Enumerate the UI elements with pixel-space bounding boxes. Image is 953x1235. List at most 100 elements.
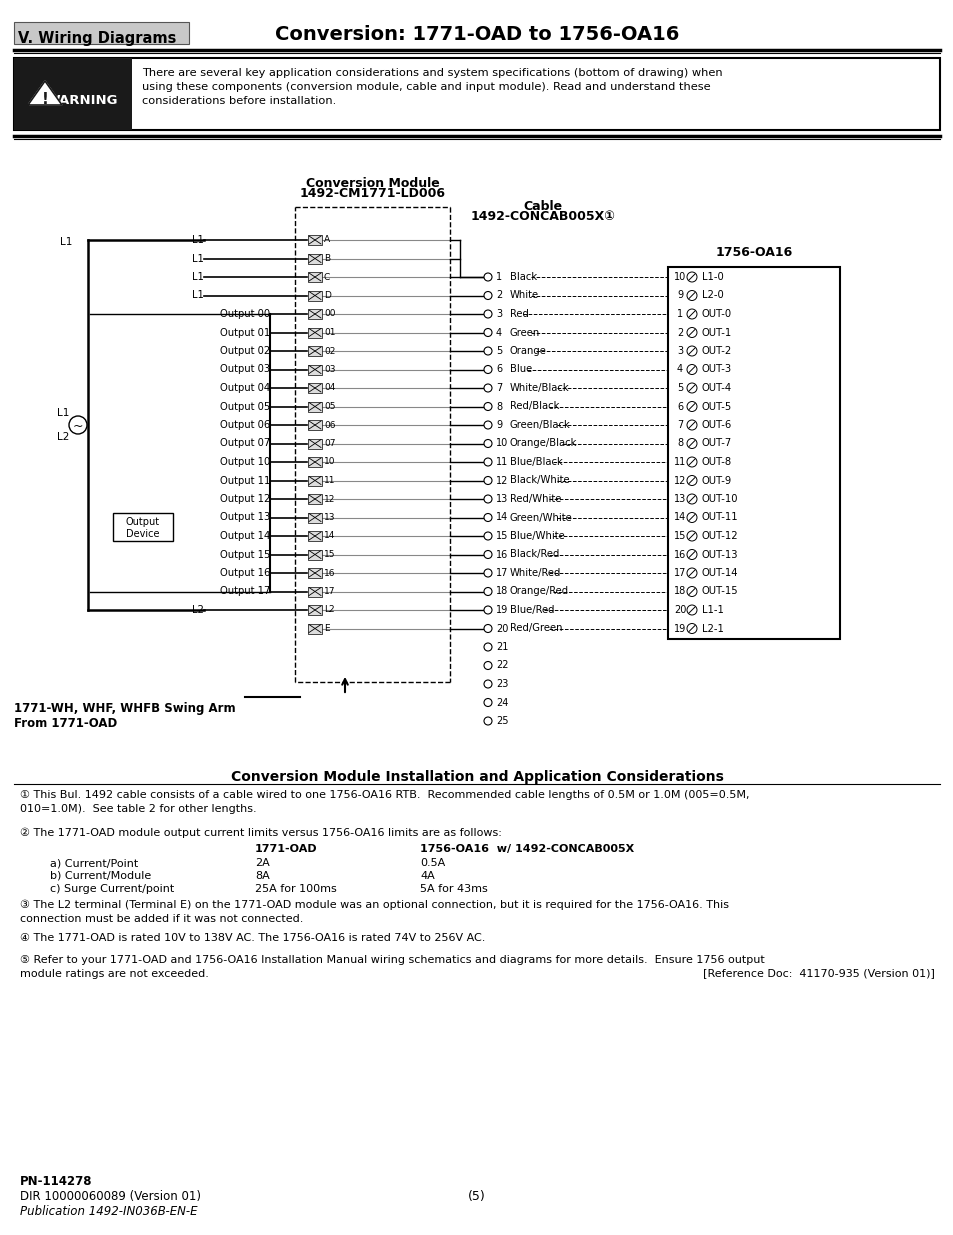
Text: V. Wiring Diagrams: V. Wiring Diagrams bbox=[18, 31, 176, 46]
Bar bbox=[308, 309, 322, 319]
Text: 10: 10 bbox=[324, 457, 335, 467]
Bar bbox=[308, 383, 322, 393]
Circle shape bbox=[686, 513, 697, 522]
Text: 1756-OA16  w/ 1492-CONCAB005X: 1756-OA16 w/ 1492-CONCAB005X bbox=[419, 844, 634, 853]
Text: Output 03: Output 03 bbox=[219, 364, 270, 374]
Circle shape bbox=[69, 416, 87, 433]
Text: 20: 20 bbox=[673, 605, 685, 615]
Circle shape bbox=[686, 531, 697, 541]
Circle shape bbox=[483, 551, 492, 558]
Text: WARNING: WARNING bbox=[46, 94, 118, 106]
Bar bbox=[308, 531, 322, 541]
Text: 9: 9 bbox=[677, 290, 682, 300]
Text: 11: 11 bbox=[496, 457, 508, 467]
Text: 15: 15 bbox=[496, 531, 508, 541]
Text: OUT-12: OUT-12 bbox=[701, 531, 738, 541]
Text: (5): (5) bbox=[468, 1191, 485, 1203]
Circle shape bbox=[686, 457, 697, 467]
Text: 11: 11 bbox=[673, 457, 685, 467]
Bar bbox=[308, 605, 322, 615]
Text: White/Black: White/Black bbox=[510, 383, 569, 393]
Text: Output 14: Output 14 bbox=[219, 531, 270, 541]
Circle shape bbox=[483, 477, 492, 484]
Bar bbox=[112, 513, 172, 541]
Text: 15: 15 bbox=[673, 531, 685, 541]
Circle shape bbox=[483, 643, 492, 651]
Bar bbox=[308, 475, 322, 485]
Bar bbox=[308, 290, 322, 300]
Text: 14: 14 bbox=[324, 531, 335, 541]
Bar bbox=[308, 550, 322, 559]
Bar bbox=[308, 494, 322, 504]
Text: Green/White: Green/White bbox=[510, 513, 572, 522]
Text: Blue/Black: Blue/Black bbox=[510, 457, 562, 467]
Text: Black: Black bbox=[510, 272, 537, 282]
Text: 13: 13 bbox=[324, 513, 335, 522]
Text: Output 01: Output 01 bbox=[219, 327, 270, 337]
Text: 06: 06 bbox=[324, 420, 335, 430]
Text: 1492-CONCAB005X①: 1492-CONCAB005X① bbox=[470, 210, 615, 224]
Text: Cable: Cable bbox=[523, 200, 562, 212]
Text: 25: 25 bbox=[496, 716, 508, 726]
Text: 14: 14 bbox=[496, 513, 508, 522]
Text: L2: L2 bbox=[324, 605, 335, 615]
Text: 6: 6 bbox=[677, 401, 682, 411]
Text: Output 11: Output 11 bbox=[219, 475, 270, 485]
Text: 17: 17 bbox=[673, 568, 685, 578]
Bar bbox=[308, 587, 322, 597]
Text: 0.5A: 0.5A bbox=[419, 858, 445, 868]
Text: 12: 12 bbox=[324, 494, 335, 504]
Circle shape bbox=[686, 605, 697, 615]
Text: OUT-14: OUT-14 bbox=[701, 568, 738, 578]
Text: OUT-0: OUT-0 bbox=[701, 309, 731, 319]
Text: 21: 21 bbox=[496, 642, 508, 652]
Text: 15: 15 bbox=[324, 550, 335, 559]
Text: Red/White: Red/White bbox=[510, 494, 560, 504]
Text: 1771-OAD: 1771-OAD bbox=[254, 844, 317, 853]
Text: 16: 16 bbox=[496, 550, 508, 559]
Bar bbox=[14, 58, 132, 130]
Text: A: A bbox=[324, 236, 330, 245]
Text: Orange: Orange bbox=[510, 346, 546, 356]
Circle shape bbox=[686, 494, 697, 504]
Circle shape bbox=[483, 699, 492, 706]
Text: 14: 14 bbox=[673, 513, 685, 522]
Circle shape bbox=[483, 680, 492, 688]
Text: Red: Red bbox=[510, 309, 528, 319]
Circle shape bbox=[483, 310, 492, 317]
Text: 01: 01 bbox=[324, 329, 335, 337]
Text: 00: 00 bbox=[324, 310, 335, 319]
Text: D: D bbox=[324, 291, 331, 300]
Text: Output: Output bbox=[126, 516, 160, 527]
Bar bbox=[14, 58, 939, 130]
Circle shape bbox=[483, 588, 492, 595]
Text: Output 13: Output 13 bbox=[219, 513, 270, 522]
Text: Output 00: Output 00 bbox=[219, 309, 270, 319]
Circle shape bbox=[483, 495, 492, 503]
Circle shape bbox=[483, 273, 492, 282]
Bar bbox=[308, 253, 322, 263]
Circle shape bbox=[483, 532, 492, 540]
Text: 12: 12 bbox=[673, 475, 685, 485]
Circle shape bbox=[686, 420, 697, 430]
Text: Output 02: Output 02 bbox=[219, 346, 270, 356]
Bar bbox=[308, 438, 322, 448]
Text: Output 04: Output 04 bbox=[219, 383, 270, 393]
Text: Orange/Red: Orange/Red bbox=[510, 587, 569, 597]
Text: 23: 23 bbox=[496, 679, 508, 689]
Circle shape bbox=[686, 568, 697, 578]
Text: Blue/Red: Blue/Red bbox=[510, 605, 554, 615]
Text: 8: 8 bbox=[496, 401, 501, 411]
Text: 13: 13 bbox=[496, 494, 508, 504]
Text: b) Current/Module: b) Current/Module bbox=[50, 871, 152, 881]
Text: L1: L1 bbox=[192, 272, 204, 282]
Text: ② The 1771-OAD module output current limits versus 1756-OA16 limits are as follo: ② The 1771-OAD module output current lim… bbox=[20, 827, 501, 839]
Circle shape bbox=[483, 403, 492, 410]
Bar bbox=[308, 624, 322, 634]
Text: L2-0: L2-0 bbox=[701, 290, 723, 300]
Bar bbox=[667, 267, 840, 638]
Text: L2-1: L2-1 bbox=[701, 624, 723, 634]
Text: L1-1: L1-1 bbox=[701, 605, 723, 615]
Text: 9: 9 bbox=[496, 420, 501, 430]
Text: Device: Device bbox=[126, 529, 159, 538]
